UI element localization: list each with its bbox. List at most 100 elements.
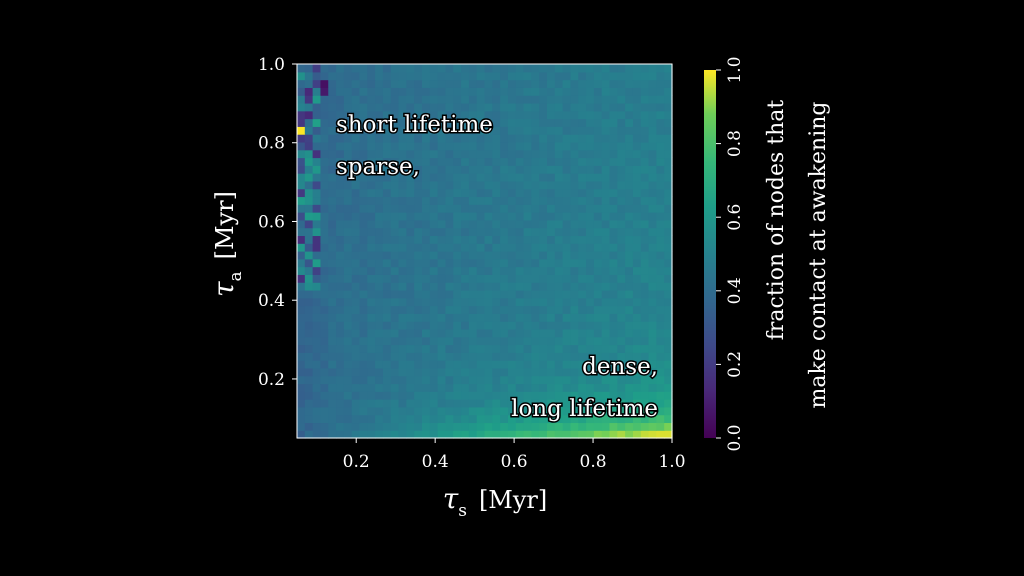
heatmap-cell [656, 173, 665, 182]
heatmap-cell [578, 157, 587, 166]
heatmap-cell [328, 219, 337, 229]
heatmap-cell [390, 282, 400, 291]
heatmap-cell [359, 313, 368, 322]
heatmap-cell [492, 406, 501, 416]
heatmap-cell [539, 367, 548, 377]
heatmap-cell [476, 243, 486, 252]
heatmap-cell [312, 328, 322, 338]
heatmap-cell [476, 328, 486, 338]
heatmap-cell [461, 360, 470, 369]
heatmap-cell [375, 188, 384, 198]
heatmap-cell [570, 251, 579, 260]
heatmap-cell [554, 149, 564, 159]
heatmap-cell [422, 227, 431, 237]
heatmap-cell [523, 297, 532, 307]
heatmap-cell [453, 367, 462, 377]
heatmap-cell [609, 126, 618, 135]
heatmap-cell [523, 204, 532, 213]
heatmap-cell [664, 219, 673, 229]
heatmap-cell [320, 344, 329, 353]
heatmap-cell [461, 126, 470, 135]
heatmap-cell [414, 266, 423, 275]
heatmap-cell [359, 305, 368, 314]
heatmap-cell [382, 87, 392, 96]
heatmap-cell [304, 282, 314, 291]
heatmap-cell [304, 321, 314, 330]
heatmap-cell [375, 305, 384, 314]
heatmap-cell [437, 173, 447, 182]
heatmap-cell [531, 297, 540, 307]
heatmap-cell [414, 243, 423, 252]
heatmap-cell [297, 399, 306, 408]
heatmap-cell [484, 251, 493, 260]
heatmap-cell [414, 110, 423, 120]
heatmap-cell [398, 173, 407, 182]
heatmap-cell [429, 251, 439, 260]
heatmap-cell [547, 344, 556, 353]
heatmap-cell [507, 282, 517, 291]
heatmap-cell [609, 414, 618, 424]
heatmap-cell [617, 235, 626, 244]
heatmap-cell [656, 235, 665, 244]
heatmap-cell [422, 118, 431, 127]
heatmap-cell [429, 219, 439, 229]
heatmap-cell [328, 274, 337, 283]
heatmap-cell [437, 79, 447, 88]
heatmap-cell [609, 430, 618, 439]
heatmap-cell [453, 399, 462, 408]
heatmap-cell [507, 173, 517, 182]
heatmap-cell [304, 157, 314, 166]
heatmap-cell [625, 313, 634, 322]
heatmap-cell [406, 110, 415, 120]
heatmap-cell [609, 173, 618, 182]
heatmap-cell [492, 336, 501, 346]
heatmap-cell [367, 352, 376, 361]
heatmap-cell [539, 360, 548, 369]
heatmap-cell [507, 399, 517, 408]
heatmap-cell [422, 157, 431, 166]
heatmap-cell [414, 274, 423, 283]
heatmap-cell [461, 305, 470, 314]
heatmap-cell [304, 64, 314, 73]
heatmap-cell [468, 71, 478, 81]
heatmap-cell [351, 328, 361, 338]
heatmap-cell [304, 118, 314, 127]
heatmap-cell [492, 204, 501, 213]
heatmap-cell [445, 204, 454, 213]
heatmap-cell [507, 95, 517, 104]
heatmap-cell [320, 352, 329, 361]
heatmap-cell [632, 243, 642, 252]
heatmap-cell [328, 289, 337, 299]
heatmap-cell [601, 173, 611, 182]
heatmap-cell [343, 313, 353, 322]
heatmap-cell [367, 430, 376, 439]
heatmap-cell [562, 227, 572, 237]
heatmap-cell [429, 180, 439, 190]
heatmap-cell [586, 243, 595, 252]
heatmap-cell [562, 157, 572, 166]
heatmap-cell [617, 173, 626, 182]
heatmap-cell [593, 391, 603, 400]
heatmap-cell [359, 180, 368, 190]
heatmap-cell [492, 321, 501, 330]
heatmap-cell [492, 289, 501, 299]
heatmap-cell [648, 212, 657, 221]
heatmap-cell [375, 71, 384, 81]
heatmap-cell [500, 95, 509, 104]
heatmap-cell [554, 367, 564, 377]
heatmap-cell [539, 251, 548, 260]
heatmap-cell [523, 406, 532, 416]
heatmap-cell [484, 336, 493, 346]
heatmap-cell [648, 149, 657, 159]
heatmap-cell [359, 110, 368, 120]
heatmap-cell [304, 266, 314, 275]
heatmap-cell [461, 235, 470, 244]
heatmap-cell [570, 375, 579, 385]
heatmap-cell [320, 118, 329, 127]
heatmap-cell [422, 102, 431, 112]
heatmap-cell [507, 313, 517, 322]
annotation-top-left-line2: sparse, [336, 154, 420, 180]
colorbar-tick-label: 0.4 [725, 277, 745, 304]
heatmap-cell [468, 430, 478, 439]
heatmap-cell [429, 313, 439, 322]
